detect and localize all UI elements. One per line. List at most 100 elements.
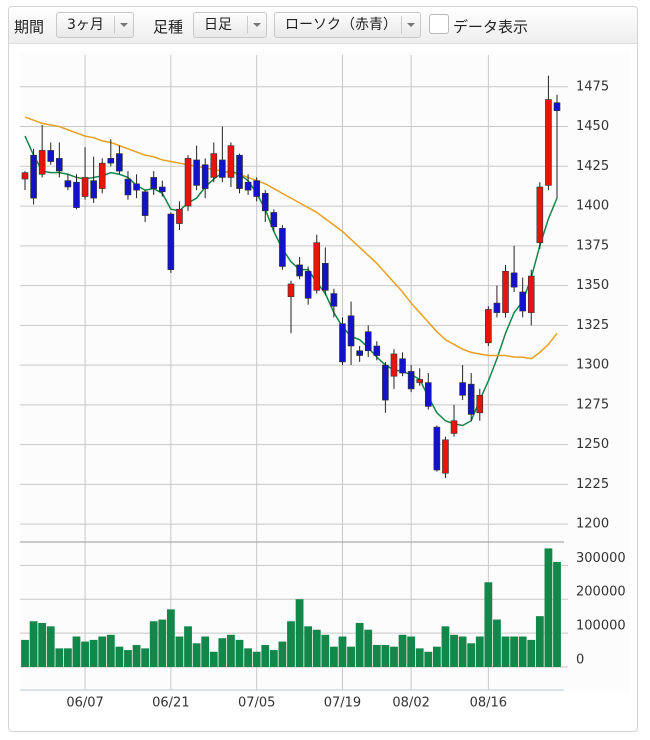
candle-body <box>493 302 501 313</box>
volume-bar <box>269 650 278 667</box>
volume-bar <box>518 636 527 667</box>
y-tick-label: 1325 <box>576 318 609 333</box>
volume-bar <box>450 634 458 667</box>
volume-bar <box>295 599 304 667</box>
candle-body <box>38 150 46 175</box>
volume-bar <box>235 639 244 667</box>
candle-body <box>184 158 192 207</box>
candle-body <box>485 309 492 344</box>
volume-bar <box>106 634 115 667</box>
candle-body <box>47 150 55 162</box>
volume-bar <box>64 648 72 667</box>
y-tick-label: 1225 <box>576 477 609 492</box>
volume-bar <box>321 634 330 667</box>
volume-bar <box>544 548 553 667</box>
kind-value: 日足 <box>204 17 232 33</box>
volume-bar <box>192 643 201 667</box>
candle-body <box>510 272 518 288</box>
candle-body <box>304 270 312 299</box>
candle-body <box>467 383 475 415</box>
volume-bar <box>124 650 132 667</box>
candle-body <box>545 99 552 186</box>
control-bar: 期間 3ヶ月 足種 日足 ローソク（赤青） データ表示 <box>9 7 637 44</box>
data-toggle-label: データ表示 <box>453 18 529 36</box>
candle-body <box>476 394 484 414</box>
y-tick-label: 300000 <box>576 551 626 566</box>
candle-body <box>90 180 97 199</box>
candle-body <box>553 102 561 111</box>
y-tick-label: 1425 <box>576 159 609 174</box>
volume-bar <box>493 619 501 667</box>
candle-body <box>339 323 346 363</box>
volume-bar <box>475 636 484 667</box>
volume-bar <box>535 616 544 667</box>
volume-bar <box>175 636 184 667</box>
candle-body <box>107 158 115 164</box>
style-value: ローソク（赤青） <box>285 17 397 33</box>
volume-bar <box>407 636 416 667</box>
candle-body <box>450 420 458 434</box>
candle-body <box>442 439 449 474</box>
period-value: 3ヶ月 <box>67 17 104 33</box>
x-tick-label: 06/07 <box>66 696 103 711</box>
volume-bar <box>98 636 107 667</box>
volume-bar <box>158 619 167 667</box>
volume-bar <box>338 636 347 667</box>
candle-body <box>141 191 149 216</box>
volume-bar <box>304 626 313 667</box>
volume-bar <box>415 648 424 667</box>
x-tick-label: 07/05 <box>238 696 275 711</box>
volume-bar <box>287 621 295 667</box>
volume-bar <box>381 644 390 667</box>
candle-body <box>167 213 175 270</box>
kind-select[interactable]: 日足 <box>193 12 267 38</box>
candle-body <box>424 382 432 407</box>
candle-body <box>313 242 321 291</box>
volume-bar <box>330 646 338 667</box>
volume-bar <box>227 634 235 667</box>
volume-bar <box>72 636 81 667</box>
volume-bar <box>312 629 321 667</box>
candle-body <box>158 186 166 193</box>
volume-bar <box>201 636 210 667</box>
candle-body <box>322 263 329 291</box>
data-checkbox[interactable] <box>429 14 449 34</box>
period-select[interactable]: 3ヶ月 <box>56 12 134 38</box>
y-tick-label: 0 <box>576 653 584 668</box>
candle-body <box>373 345 381 356</box>
style-select[interactable]: ローソク（赤青） <box>274 12 421 38</box>
x-tick-label: 08/16 <box>470 696 507 711</box>
candle-body <box>98 162 106 189</box>
volume-bar <box>278 641 287 667</box>
volume-bar <box>432 646 441 667</box>
candle-body <box>364 331 372 352</box>
period-label: 期間 <box>14 18 45 36</box>
volume-bar <box>46 626 55 667</box>
candle-body <box>390 353 398 377</box>
candle-body <box>150 177 158 189</box>
x-tick-label: 07/19 <box>324 696 361 711</box>
moving-average-line <box>24 116 558 360</box>
plot-background <box>20 52 630 692</box>
candle-body <box>347 315 355 347</box>
y-tick-label: 1400 <box>576 199 609 214</box>
candle-body <box>527 275 535 313</box>
candle-body <box>227 145 235 178</box>
volume-bar <box>527 639 536 667</box>
volume-bar <box>398 634 407 667</box>
volume-bar <box>81 641 89 667</box>
candle-body <box>287 283 295 298</box>
volume-bar <box>261 644 270 667</box>
volume-bar <box>89 639 98 667</box>
candle-body <box>382 364 389 401</box>
candle-body <box>502 270 509 313</box>
volume-bar <box>141 648 150 667</box>
kind-label: 足種 <box>153 18 184 36</box>
volume-bar <box>252 651 261 667</box>
volume-bar <box>484 582 493 667</box>
candle-body <box>56 158 63 172</box>
volume-bar <box>209 651 218 667</box>
volume-bar <box>372 644 381 667</box>
volume-bar <box>149 621 158 667</box>
